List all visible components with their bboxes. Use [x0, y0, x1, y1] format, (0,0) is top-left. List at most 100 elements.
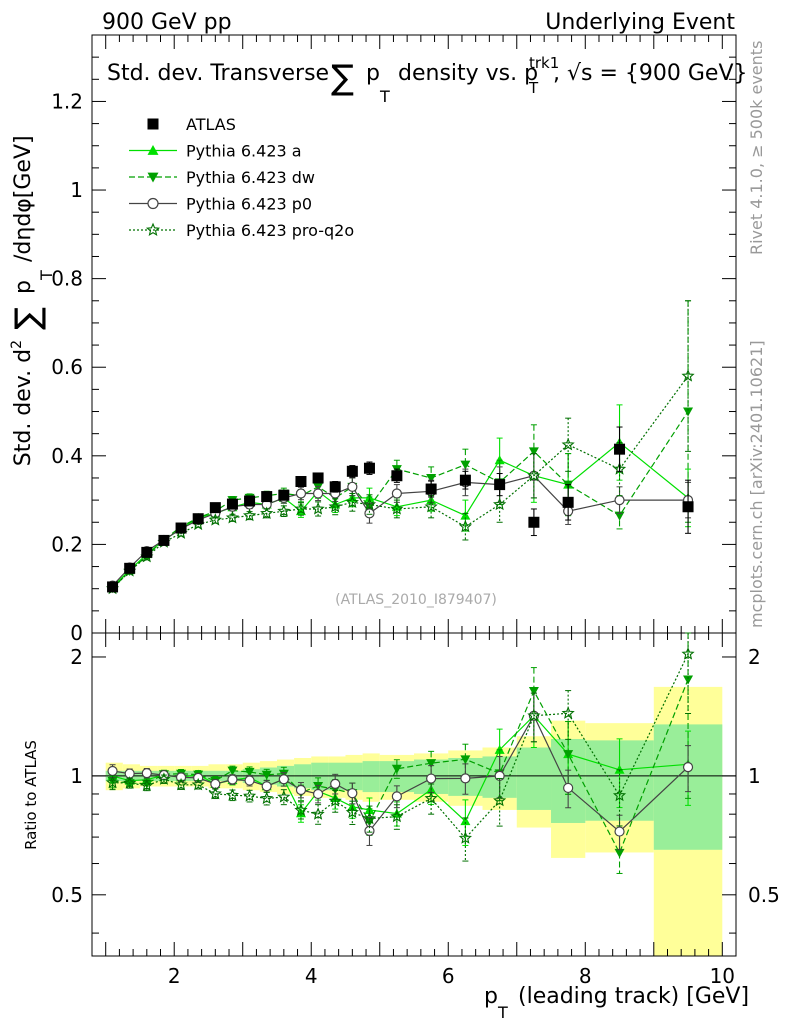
ratio-point-pythia-6-423-a — [460, 816, 471, 826]
ratio-point-pythia-6-423-p0 — [295, 784, 307, 796]
point-atlas — [346, 465, 358, 477]
ratio-point-pythia-6-423-pro-q2o — [390, 809, 404, 823]
legend-item-pythia-6-423-a: Pythia 6.423 a — [129, 142, 302, 161]
legend-item-atlas: ATLAS — [147, 115, 236, 134]
point-atlas — [192, 513, 204, 525]
ratio-point-pythia-6-423-pro-q2o — [424, 791, 438, 805]
ratio-y-tick-label-left-0.5: 0.5 — [51, 883, 83, 907]
ratio-point-pythia-6-423-dw — [528, 687, 539, 697]
ratio-point-pythia-6-423-pro-q2o — [225, 788, 240, 801]
legend-label-pythia-6-423-pro-q2o: Pythia 6.423 pro-q2o — [186, 221, 354, 240]
ylabel-t: T — [37, 270, 56, 281]
ratio-point-pythia-6-423-pro-q2o — [242, 789, 257, 802]
title-part1: Std. dev. Transverse — [107, 61, 329, 86]
point-pythia-6-423-p0 — [391, 488, 402, 499]
ylabel-p: p — [11, 280, 36, 294]
ratio-point-pythia-6-423-p0 — [391, 791, 402, 802]
ratio-y-tick-label-left-2: 2 — [70, 645, 83, 669]
point-pythia-6-423-p0 — [614, 495, 625, 506]
ratio-point-pythia-6-423-pro-q2o — [527, 708, 541, 722]
point-atlas — [124, 562, 136, 574]
point-pythia-6-423-pro-q2o — [424, 499, 438, 513]
legend: ATLAS Pythia 6.423 a Pythia 6.423 dw Pythia… — [129, 115, 354, 240]
legend-item-pythia-6-423-dw: Pythia 6.423 dw — [129, 168, 315, 187]
point-atlas — [425, 483, 437, 495]
ratio-point-pythia-6-423-pro-q2o — [260, 791, 274, 805]
point-pythia-6-423-p0 — [364, 508, 375, 519]
ratio-line-pythia-6-423-pro-q2o — [112, 653, 689, 840]
ratio-plot-frame — [91, 632, 737, 957]
ratio-point-pythia-6-423-dw — [614, 848, 625, 858]
band-green-14 — [345, 762, 363, 791]
point-pythia-6-423-a — [391, 501, 402, 511]
ratio-y-axis-label: Ratio to ATLAS — [22, 740, 40, 850]
legend-label-atlas: ATLAS — [186, 115, 236, 134]
point-pythia-6-423-p0 — [295, 488, 307, 499]
point-atlas — [261, 491, 273, 503]
ratio-point-pythia-6-423-pro-q2o — [345, 805, 359, 819]
point-pythia-6-423-pro-q2o — [242, 508, 257, 522]
point-atlas — [391, 470, 403, 482]
legend-marker-pythia-6-423-pro-q2o — [145, 222, 161, 237]
ratio-point-pythia-6-423-pro-q2o — [612, 788, 627, 802]
point-atlas — [329, 481, 341, 493]
ratio-point-pythia-6-423-pro-q2o — [140, 778, 154, 792]
ratio-point-pythia-6-423-pro-q2o — [174, 777, 188, 791]
title-sum: ∑ — [331, 58, 354, 98]
ratio-point-pythia-6-423-dw — [261, 770, 272, 780]
ratio-point-pythia-6-423-p0 — [460, 773, 471, 784]
ratio-point-pythia-6-423-p0 — [141, 767, 152, 779]
ratio-series-group — [105, 632, 695, 874]
point-pythia-6-423-pro-q2o — [225, 510, 240, 524]
point-pythia-6-423-pro-q2o — [493, 497, 507, 511]
legend-marker-pythia-6-423-p0 — [147, 197, 159, 210]
point-pythia-6-423-pro-q2o — [527, 468, 541, 482]
ratio-point-pythia-6-423-dw — [563, 750, 574, 760]
point-pythia-6-423-dw — [426, 473, 437, 483]
ratio-point-pythia-6-423-pro-q2o — [277, 790, 291, 803]
point-pythia-6-423-dw — [460, 460, 471, 470]
title-p: p — [366, 61, 380, 86]
ratio-point-pythia-6-423-pro-q2o — [458, 831, 472, 844]
x-tick-label-2: 2 — [168, 964, 181, 988]
ratio-point-pythia-6-423-p0 — [614, 826, 625, 837]
point-atlas — [244, 495, 256, 507]
point-atlas — [614, 443, 626, 455]
point-atlas — [528, 516, 540, 528]
series-pythia-6-423-a — [107, 404, 694, 591]
point-pythia-6-423-pro-q2o — [294, 502, 308, 515]
y-tick-label-1: 1 — [70, 178, 83, 202]
y-tick-label-1.2: 1.2 — [51, 89, 83, 113]
x-tick-label-8: 8 — [579, 964, 592, 988]
ratio-point-pythia-6-423-p0 — [261, 781, 272, 792]
header-left: 900 GeV pp — [102, 10, 232, 35]
title-part2: density vs. p — [398, 61, 538, 86]
point-pythia-6-423-pro-q2o — [328, 499, 342, 513]
ratio-point-pythia-6-423-pro-q2o — [157, 772, 171, 785]
plot-title: Std. dev. Transverse ∑ p T density vs. p… — [107, 54, 748, 106]
ratio-point-pythia-6-423-pro-q2o — [105, 775, 120, 789]
y-axis-label: Std. dev. d2 ∑ p T /dηdφ[GeV] — [8, 135, 56, 466]
mcplots-label: mcplots.cern.ch [arXiv:2401.10621] — [747, 340, 766, 628]
ylabel-pre: Std. dev. d2 — [9, 340, 36, 466]
legend-label-pythia-6-423-dw: Pythia 6.423 dw — [186, 168, 315, 187]
point-pythia-6-423-pro-q2o — [277, 504, 291, 517]
band-green-20 — [516, 747, 552, 810]
point-atlas — [175, 522, 187, 534]
legend-marker-atlas — [147, 118, 159, 130]
analysis-watermark: (ATLAS_2010_I879407) — [335, 592, 497, 608]
point-pythia-6-423-dw — [528, 447, 539, 457]
legend-marker-pythia-6-423-dw — [147, 172, 159, 183]
ratio-point-pythia-6-423-p0 — [107, 765, 118, 777]
series-pythia-6-423-dw — [107, 300, 694, 594]
point-pythia-6-423-pro-q2o — [311, 502, 325, 515]
ratio-point-pythia-6-423-pro-q2o — [123, 776, 137, 789]
point-pythia-6-423-pro-q2o — [208, 513, 222, 526]
legend-marker-pythia-6-423-a — [147, 145, 159, 155]
series-atlas — [107, 426, 694, 593]
xlabel-t: T — [497, 1003, 508, 1022]
ratio-point-pythia-6-423-dw — [426, 759, 437, 769]
series-line-pythia-6-423-pro-q2o — [112, 375, 689, 590]
point-pythia-6-423-dw — [683, 407, 694, 417]
